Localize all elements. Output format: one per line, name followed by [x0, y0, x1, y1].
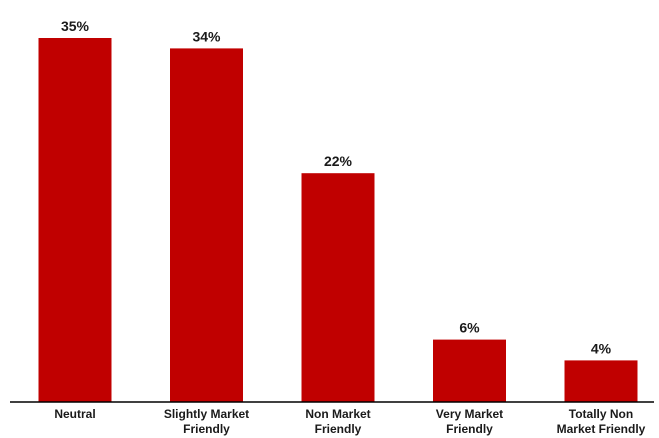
bar-totally-non-market-friendly — [565, 360, 638, 402]
tick-label-line: Neutral — [54, 407, 95, 421]
tick-label-line: Very Market — [436, 407, 503, 421]
tick-label-neutral: Neutral — [54, 407, 95, 421]
value-label-slightly-market-friendly: 34% — [192, 28, 221, 44]
value-label-non-market-friendly: 22% — [324, 153, 353, 169]
bars-layer — [39, 38, 638, 402]
tick-label-slightly-market-friendly: Slightly Market Friendly — [164, 407, 249, 436]
tick-label-non-market-friendly: Non Market Friendly — [305, 407, 370, 436]
tick-label-line: Totally Non — [569, 407, 633, 421]
bar-neutral — [39, 38, 112, 402]
tick-label-line: Friendly — [315, 422, 362, 436]
bar-very-market-friendly — [433, 340, 506, 402]
tick-label-line: Market Friendly — [557, 422, 646, 436]
tick-label-totally-non-market-friendly: Totally Non Market Friendly — [557, 407, 646, 436]
tick-label-line: Friendly — [183, 422, 230, 436]
value-label-very-market-friendly: 6% — [459, 320, 480, 336]
tick-label-line: Non Market — [305, 407, 370, 421]
tick-label-line: Slightly Market — [164, 407, 249, 421]
value-label-neutral: 35% — [61, 18, 90, 34]
bar-slightly-market-friendly — [170, 48, 243, 402]
bar-non-market-friendly — [302, 173, 375, 402]
value-label-totally-non-market-friendly: 4% — [591, 340, 612, 356]
tick-label-line: Friendly — [446, 422, 493, 436]
tick-label-very-market-friendly: Very Market Friendly — [436, 407, 503, 436]
